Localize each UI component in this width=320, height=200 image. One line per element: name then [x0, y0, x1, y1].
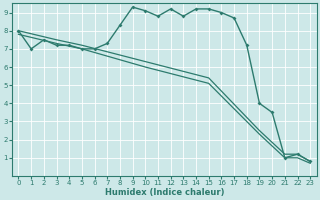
X-axis label: Humidex (Indice chaleur): Humidex (Indice chaleur) — [105, 188, 224, 197]
